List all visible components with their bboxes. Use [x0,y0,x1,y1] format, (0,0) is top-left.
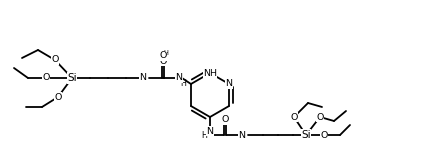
Text: O: O [221,116,229,124]
Text: N: N [239,130,245,140]
Text: O: O [42,74,50,82]
Text: O: O [316,112,324,122]
Text: N: N [206,126,214,135]
Text: O: O [320,130,328,140]
Text: N: N [226,80,233,88]
Text: N: N [139,74,146,82]
Text: Si: Si [67,73,77,83]
Text: N: N [175,74,182,82]
Text: H: H [180,80,186,88]
Text: O: O [51,56,59,64]
Text: O: O [159,57,167,66]
Text: O: O [290,112,298,122]
Text: H: H [201,132,207,141]
Text: H: H [163,50,168,56]
Text: NH: NH [203,69,217,78]
Text: O: O [54,93,62,102]
Text: Si: Si [301,130,311,140]
Text: O: O [159,51,167,60]
